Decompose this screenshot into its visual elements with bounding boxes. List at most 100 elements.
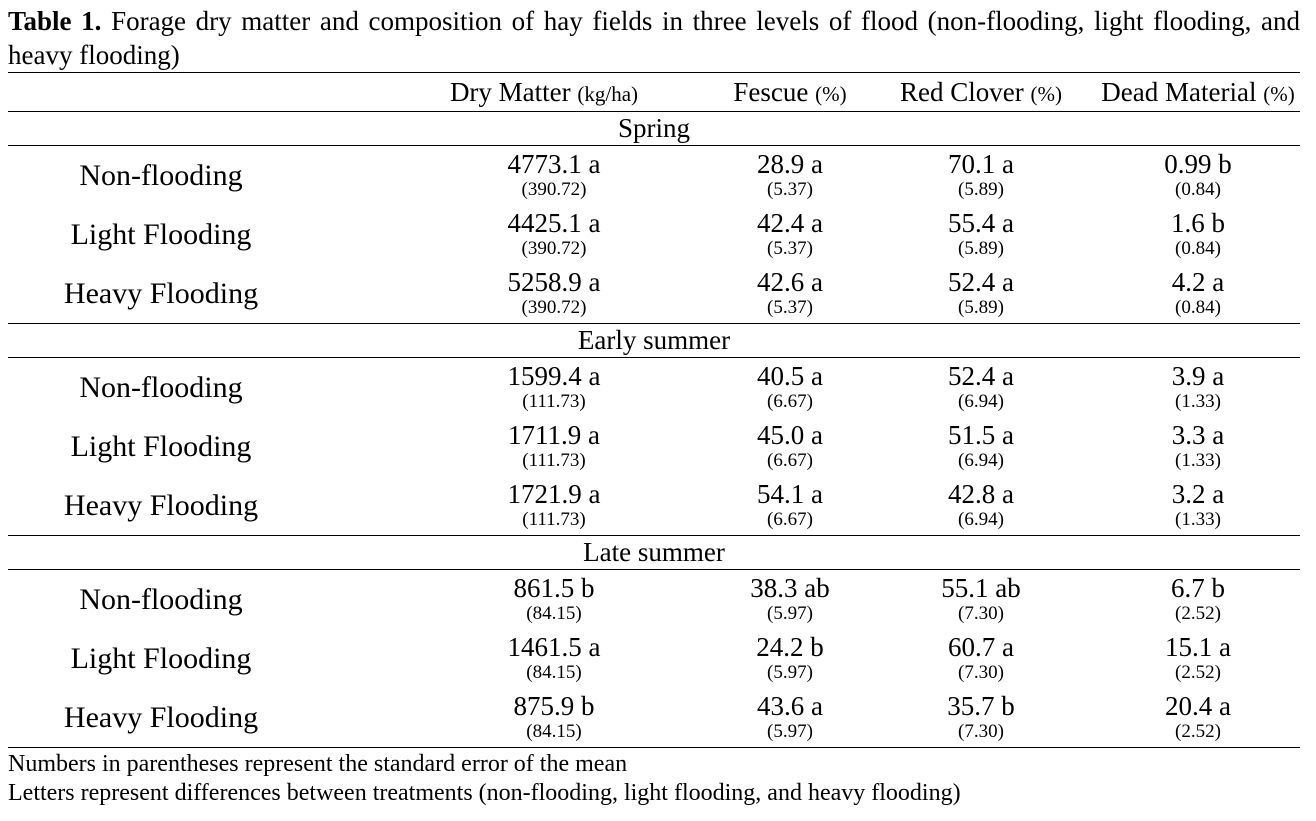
- mean-value: 15.1 a: [1165, 631, 1231, 662]
- header-red-clover: Red Clover (%): [900, 76, 1062, 107]
- value-cell: 24.2 b (5.97): [684, 629, 866, 688]
- table-caption: Table 1. Forage dry matter and compositi…: [8, 4, 1300, 72]
- table-row: Heavy Flooding 5258.9 a (390.72) 42.6 a (5.3…: [8, 264, 1300, 324]
- mean-value: 20.4 a: [1165, 690, 1231, 721]
- value-cell: 52.4 a (6.94): [866, 357, 1066, 417]
- mean-value: 4773.1 a: [507, 148, 601, 179]
- mean-value: 55.4 a: [948, 207, 1014, 238]
- header-treatment: [8, 73, 334, 112]
- table-notes: Numbers in parentheses represent the sta…: [8, 750, 1300, 808]
- standard-error-value: (7.30): [958, 661, 1004, 683]
- value-cell: 4.2 a (0.84): [1066, 264, 1300, 324]
- season-title: Early summer: [8, 323, 1300, 358]
- value-cell: 1711.9 a (111.73): [334, 417, 684, 476]
- value-cell: 875.9 b (84.15): [334, 688, 684, 748]
- season-title: Late summer: [8, 535, 1300, 570]
- standard-error-value: (84.15): [526, 720, 582, 742]
- standard-error-value: (2.52): [1175, 602, 1221, 624]
- mean-value: 42.6 a: [757, 266, 823, 297]
- standard-error-value: (2.52): [1175, 661, 1221, 683]
- mean-value: 861.5 b: [513, 572, 595, 603]
- season-title: Spring: [8, 111, 1300, 146]
- mean-value: 45.0 a: [757, 419, 823, 450]
- mean-value: 38.3 ab: [750, 572, 830, 603]
- value-cell: 42.8 a (6.94): [866, 476, 1066, 536]
- mean-value: 24.2 b: [756, 631, 824, 662]
- standard-error-value: (0.84): [1175, 296, 1221, 318]
- table-row: Heavy Flooding 875.9 b (84.15) 43.6 a (5.97)…: [8, 688, 1300, 748]
- standard-error-value: (1.33): [1175, 508, 1221, 530]
- header-row: Dry Matter (kg/ha) Fescue (%) Red Clover…: [8, 73, 1300, 112]
- mean-value: 1721.9 a: [507, 478, 601, 509]
- table-row: Light Flooding 1711.9 a (111.73) 45.0 a (6.6…: [8, 417, 1300, 476]
- standard-error-value: (0.84): [1175, 237, 1221, 259]
- mean-value: 3.3 a: [1171, 419, 1225, 450]
- mean-value: 35.7 b: [947, 690, 1015, 721]
- value-cell: 20.4 a (2.52): [1066, 688, 1300, 748]
- mean-value: 1461.5 a: [507, 631, 601, 662]
- standard-error-value: (6.67): [767, 508, 813, 530]
- value-cell: 40.5 a (6.67): [684, 357, 866, 417]
- value-cell: 5258.9 a (390.72): [334, 264, 684, 324]
- value-cell: 1461.5 a (84.15): [334, 629, 684, 688]
- treatment-label: Heavy Flooding: [63, 276, 259, 310]
- standard-error-value: (6.94): [958, 390, 1004, 412]
- standard-error-value: (2.52): [1175, 720, 1221, 742]
- standard-error-value: (0.84): [1175, 178, 1221, 200]
- value-cell: 0.99 b (0.84): [1066, 145, 1300, 205]
- table-row: Light Flooding 4425.1 a (390.72) 42.4 a (5.3…: [8, 205, 1300, 264]
- table-row: Non-flooding 4773.1 a (390.72) 28.9 a (5.37)…: [8, 145, 1300, 205]
- value-cell: 1721.9 a (111.73): [334, 476, 684, 536]
- mean-value: 28.9 a: [757, 148, 823, 179]
- note-standard-error: Numbers in parentheses represent the sta…: [8, 751, 628, 777]
- standard-error-value: (5.97): [767, 602, 813, 624]
- table-row: Non-flooding 1599.4 a (111.73) 40.5 a (6.67)…: [8, 357, 1300, 417]
- mean-value: 40.5 a: [757, 360, 823, 391]
- caption-label: Table 1.: [8, 6, 102, 36]
- table-row: Heavy Flooding 1721.9 a (111.73) 54.1 a (6.6…: [8, 476, 1300, 536]
- mean-value: 54.1 a: [757, 478, 823, 509]
- value-cell: 60.7 a (7.30): [866, 629, 1066, 688]
- mean-value: 5258.9 a: [507, 266, 601, 297]
- value-cell: 4425.1 a (390.72): [334, 205, 684, 264]
- treatment-label: Light Flooding: [70, 429, 252, 463]
- standard-error-value: (390.72): [521, 178, 587, 200]
- value-cell: 35.7 b (7.30): [866, 688, 1066, 748]
- mean-value: 43.6 a: [757, 690, 823, 721]
- value-cell: 55.1 ab (7.30): [866, 569, 1066, 629]
- mean-value: 60.7 a: [948, 631, 1014, 662]
- data-table: Dry Matter (kg/ha) Fescue (%) Red Clover…: [8, 73, 1300, 748]
- standard-error-value: (5.37): [767, 178, 813, 200]
- standard-error-value: (5.97): [767, 661, 813, 683]
- value-cell: 38.3 ab (5.97): [684, 569, 866, 629]
- mean-value: 52.4 a: [948, 266, 1014, 297]
- value-cell: 42.6 a (5.37): [684, 264, 866, 324]
- top-rule: [8, 72, 1300, 73]
- standard-error-value: (84.15): [526, 661, 582, 683]
- standard-error-value: (390.72): [521, 237, 587, 259]
- value-cell: 1.6 b (0.84): [1066, 205, 1300, 264]
- value-cell: 861.5 b (84.15): [334, 569, 684, 629]
- mean-value: 875.9 b: [513, 690, 595, 721]
- value-cell: 1599.4 a (111.73): [334, 357, 684, 417]
- value-cell: 3.2 a (1.33): [1066, 476, 1300, 536]
- standard-error-value: (111.73): [522, 449, 586, 471]
- mean-value: 1.6 b: [1171, 207, 1225, 238]
- value-cell: 43.6 a (5.97): [684, 688, 866, 748]
- standard-error-value: (1.33): [1175, 390, 1221, 412]
- mean-value: 55.1 ab: [941, 572, 1021, 603]
- mean-value: 3.2 a: [1171, 478, 1225, 509]
- header-dry-matter: Dry Matter (kg/ha): [449, 76, 639, 107]
- note-letters: Letters represent differences between tr…: [8, 780, 961, 806]
- mean-value: 70.1 a: [948, 148, 1014, 179]
- season-row: Late summer: [8, 535, 1300, 570]
- treatment-label: Non-flooding: [8, 569, 334, 629]
- standard-error-value: (111.73): [522, 390, 586, 412]
- season-row: Early summer: [8, 323, 1300, 358]
- header-fescue: Fescue (%): [733, 76, 847, 107]
- standard-error-value: (111.73): [522, 508, 586, 530]
- value-cell: 15.1 a (2.52): [1066, 629, 1300, 688]
- value-cell: 52.4 a (5.89): [866, 264, 1066, 324]
- table-row: Non-flooding 861.5 b (84.15) 38.3 ab (5.97) 5…: [8, 569, 1300, 629]
- mean-value: 4425.1 a: [507, 207, 601, 238]
